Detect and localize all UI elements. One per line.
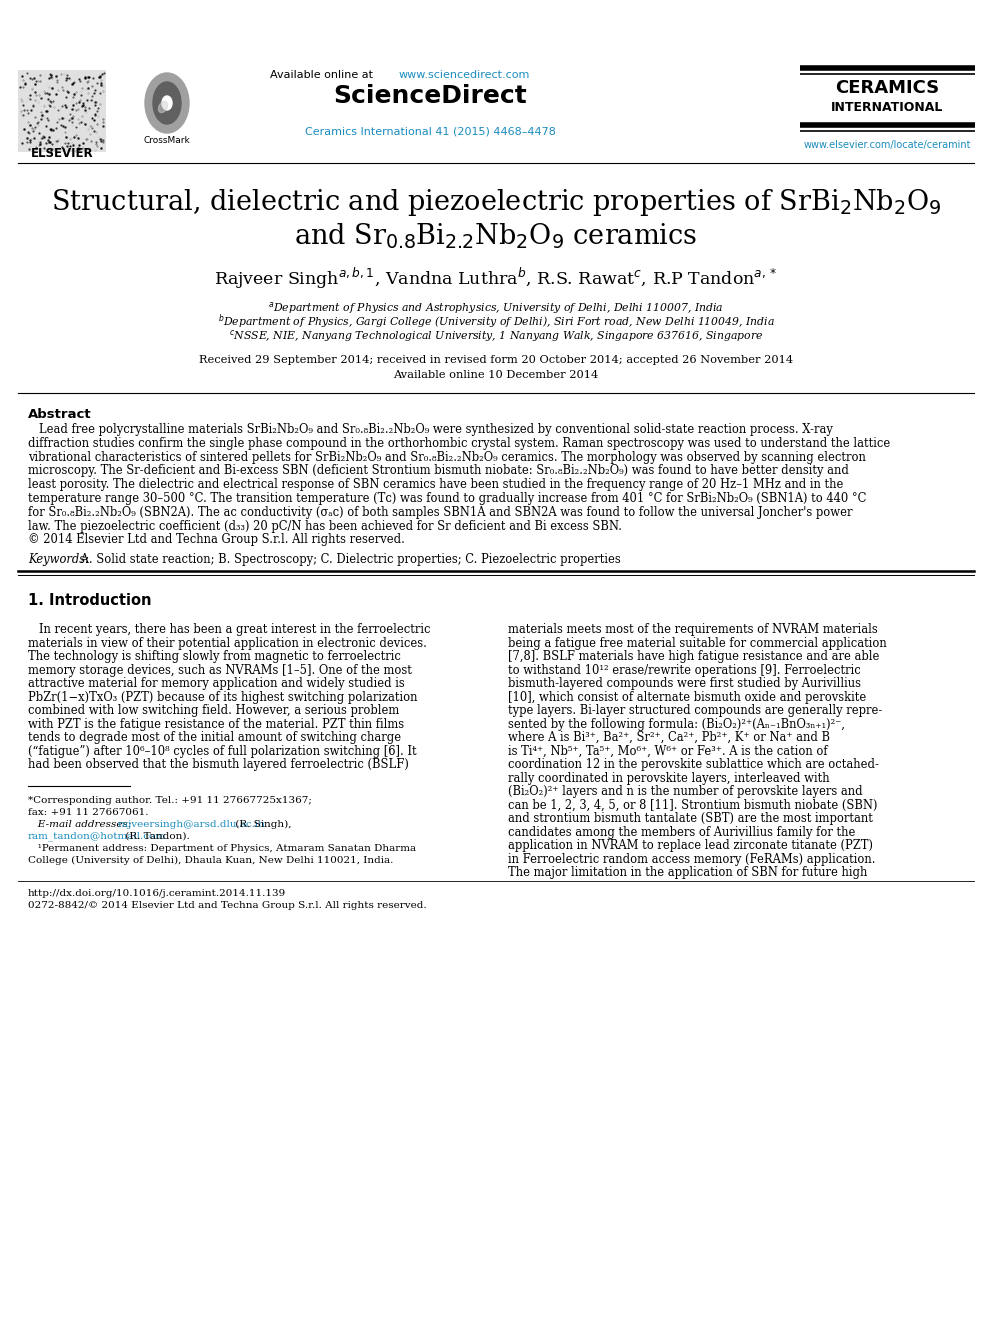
Text: to withstand 10¹² erase/rewrite operations [9]. Ferroelectric: to withstand 10¹² erase/rewrite operatio… [508, 664, 861, 676]
Text: (“fatigue”) after 10⁶–10⁸ cycles of full polarization switching [6]. It: (“fatigue”) after 10⁶–10⁸ cycles of full… [28, 745, 417, 758]
Text: vibrational characteristics of sintered pellets for SrBi₂Nb₂O₉ and Sr₀.₈Bi₂.₂Nb₂: vibrational characteristics of sintered … [28, 451, 866, 463]
Text: ScienceDirect: ScienceDirect [333, 83, 527, 108]
Text: E-mail addresses:: E-mail addresses: [28, 820, 135, 828]
Text: ELSEVIER: ELSEVIER [31, 147, 93, 160]
Text: where A is Bi³⁺, Ba²⁺, Sr²⁺, Ca²⁺, Pb²⁺, K⁺ or Na⁺ and B: where A is Bi³⁺, Ba²⁺, Sr²⁺, Ca²⁺, Pb²⁺,… [508, 732, 830, 745]
Text: Received 29 September 2014; received in revised form 20 October 2014; accepted 2: Received 29 September 2014; received in … [199, 355, 793, 365]
Text: [7,8]. BSLF materials have high fatigue resistance and are able: [7,8]. BSLF materials have high fatigue … [508, 650, 879, 663]
Text: http://dx.doi.org/10.1016/j.ceramint.2014.11.139: http://dx.doi.org/10.1016/j.ceramint.201… [28, 889, 287, 898]
Text: Structural, dielectric and piezoelectric properties of SrBi$_2$Nb$_2$O$_9$: Structural, dielectric and piezoelectric… [51, 188, 941, 218]
Text: is Ti⁴⁺, Nb⁵⁺, Ta⁵⁺, Mo⁶⁺, W⁶⁺ or Fe³⁺. A is the cation of: is Ti⁴⁺, Nb⁵⁺, Ta⁵⁺, Mo⁶⁺, W⁶⁺ or Fe³⁺. … [508, 745, 827, 758]
Text: least porosity. The dielectric and electrical response of SBN ceramics have been: least porosity. The dielectric and elect… [28, 478, 843, 491]
Text: fax: +91 11 27667061.: fax: +91 11 27667061. [28, 808, 149, 816]
Text: application in NVRAM to replace lead zirconate titanate (PZT): application in NVRAM to replace lead zir… [508, 839, 873, 852]
Text: 0272-8842/© 2014 Elsevier Ltd and Techna Group S.r.l. All rights reserved.: 0272-8842/© 2014 Elsevier Ltd and Techna… [28, 901, 427, 910]
Ellipse shape [153, 82, 181, 124]
Text: CERAMICS: CERAMICS [835, 79, 939, 97]
Text: $^b$Department of Physics, Gargi College (University of Delhi), Siri Fort road, : $^b$Department of Physics, Gargi College… [217, 312, 775, 331]
Text: The major limitation in the application of SBN for future high: The major limitation in the application … [508, 867, 867, 880]
Text: with PZT is the fatigue resistance of the material. PZT thin films: with PZT is the fatigue resistance of th… [28, 717, 404, 730]
Text: temperature range 30–500 °C. The transition temperature (Tᴄ) was found to gradua: temperature range 30–500 °C. The transit… [28, 492, 866, 505]
Text: Abstract: Abstract [28, 407, 91, 421]
Text: www.elsevier.com/locate/ceramint: www.elsevier.com/locate/ceramint [804, 140, 971, 149]
Text: © 2014 Elsevier Ltd and Techna Group S.r.l. All rights reserved.: © 2014 Elsevier Ltd and Techna Group S.r… [28, 533, 405, 546]
Text: The technology is shifting slowly from magnetic to ferroelectric: The technology is shifting slowly from m… [28, 650, 401, 663]
Text: can be 1, 2, 3, 4, 5, or 8 [11]. Strontium bismuth niobate (SBN): can be 1, 2, 3, 4, 5, or 8 [11]. Stronti… [508, 799, 878, 812]
Text: ram_tandon@hotmail.com: ram_tandon@hotmail.com [28, 832, 166, 841]
Text: (Bi₂O₂)²⁺ layers and n is the number of perovskite layers and: (Bi₂O₂)²⁺ layers and n is the number of … [508, 785, 863, 798]
Text: and strontium bismuth tantalate (SBT) are the most important: and strontium bismuth tantalate (SBT) ar… [508, 812, 873, 826]
Text: Available online 10 December 2014: Available online 10 December 2014 [394, 370, 598, 380]
Text: 1. Introduction: 1. Introduction [28, 593, 152, 609]
Text: for Sr₀.₈Bi₂.₂Nb₂O₉ (SBN2A). The ac conductivity (σₐᴄ) of both samples SBN1A and: for Sr₀.₈Bi₂.₂Nb₂O₉ (SBN2A). The ac cond… [28, 505, 852, 519]
Text: attractive material for memory application and widely studied is: attractive material for memory applicati… [28, 677, 405, 691]
Text: law. The piezoelectric coefficient (d₃₃) 20 pC/N has been achieved for Sr defici: law. The piezoelectric coefficient (d₃₃)… [28, 520, 622, 533]
Text: type layers. Bi-layer structured compounds are generally repre-: type layers. Bi-layer structured compoun… [508, 704, 882, 717]
Text: In recent years, there has been a great interest in the ferroelectric: In recent years, there has been a great … [28, 623, 431, 636]
Text: combined with low switching field. However, a serious problem: combined with low switching field. Howev… [28, 704, 399, 717]
Text: being a fatigue free material suitable for commercial application: being a fatigue free material suitable f… [508, 636, 887, 650]
Text: Available online at: Available online at [270, 70, 377, 79]
Text: had been observed that the bismuth layered ferroelectric (BSLF): had been observed that the bismuth layer… [28, 758, 409, 771]
Text: Ceramics International 41 (2015) 4468–4478: Ceramics International 41 (2015) 4468–44… [305, 127, 556, 138]
Text: www.sciencedirect.com: www.sciencedirect.com [399, 70, 531, 79]
Text: [10], which consist of alternate bismuth oxide and perovskite: [10], which consist of alternate bismuth… [508, 691, 866, 704]
Text: PbZr(1−x)TxO₃ (PZT) because of its highest switching polarization: PbZr(1−x)TxO₃ (PZT) because of its highe… [28, 691, 418, 704]
Text: (R. Tandon).: (R. Tandon). [121, 832, 189, 840]
Text: Lead free polycrystalline materials SrBi₂Nb₂O₉ and Sr₀.₈Bi₂.₂Nb₂O₉ were synthesi: Lead free polycrystalline materials SrBi… [28, 423, 833, 437]
Text: College (University of Delhi), Dhaula Kuan, New Delhi 110021, India.: College (University of Delhi), Dhaula Ku… [28, 856, 394, 865]
Text: $^c$NSSE, NIE, Nanyang Technological University, 1 Nanyang Walk, Singapore 63761: $^c$NSSE, NIE, Nanyang Technological Uni… [229, 328, 763, 344]
Text: in Ferroelectric random access memory (FeRAMs) application.: in Ferroelectric random access memory (F… [508, 853, 876, 865]
Ellipse shape [145, 73, 189, 134]
Text: CrossMark: CrossMark [144, 136, 190, 146]
Text: Keywords:: Keywords: [28, 553, 89, 566]
Ellipse shape [159, 102, 168, 112]
Text: candidates among the members of Aurivillius family for the: candidates among the members of Aurivill… [508, 826, 855, 839]
Text: bismuth-layered compounds were first studied by Aurivillius: bismuth-layered compounds were first stu… [508, 677, 861, 691]
Bar [18, 70, 106, 152]
Text: *Corresponding author. Tel.: +91 11 27667725x1367;: *Corresponding author. Tel.: +91 11 2766… [28, 795, 311, 804]
Text: rajveersingh@arsd.dlu.ac.in: rajveersingh@arsd.dlu.ac.in [117, 820, 265, 828]
Text: materials meets most of the requirements of NVRAM materials: materials meets most of the requirements… [508, 623, 878, 636]
Text: Rajveer Singh$^{a,b,1}$, Vandna Luthra$^b$, R.S. Rawat$^c$, R.P Tandon$^{a,*}$: Rajveer Singh$^{a,b,1}$, Vandna Luthra$^… [214, 266, 778, 291]
Text: $^a$Department of Physics and Astrophysics, University of Delhi, Delhi 110007, I: $^a$Department of Physics and Astrophysi… [268, 300, 724, 316]
Text: and Sr$_{0.8}$Bi$_{2.2}$Nb$_2$O$_9$ ceramics: and Sr$_{0.8}$Bi$_{2.2}$Nb$_2$O$_9$ cera… [295, 221, 697, 251]
Text: memory storage devices, such as NVRAMs [1–5]. One of the most: memory storage devices, such as NVRAMs [… [28, 664, 412, 676]
Text: rally coordinated in perovskite layers, interleaved with: rally coordinated in perovskite layers, … [508, 771, 829, 785]
Text: microscopy. The Sr-deficient and Bi-excess SBN (deficient Strontium bismuth niob: microscopy. The Sr-deficient and Bi-exce… [28, 464, 849, 478]
Text: tends to degrade most of the initial amount of switching charge: tends to degrade most of the initial amo… [28, 732, 401, 745]
Text: materials in view of their potential application in electronic devices.: materials in view of their potential app… [28, 636, 427, 650]
Text: diffraction studies confirm the single phase compound in the orthorhombic crysta: diffraction studies confirm the single p… [28, 437, 890, 450]
Text: sented by the following formula: (Bi₂O₂)²⁺(Aₙ₋₁BnO₃ₙ₊₁)²⁻,: sented by the following formula: (Bi₂O₂)… [508, 717, 845, 730]
Text: ¹Permanent address: Department of Physics, Atmaram Sanatan Dharma: ¹Permanent address: Department of Physic… [28, 844, 416, 853]
Text: (R. Singh),: (R. Singh), [232, 820, 292, 828]
Text: INTERNATIONAL: INTERNATIONAL [831, 101, 943, 114]
Text: A. Solid state reaction; B. Spectroscopy; C. Dielectric properties; C. Piezoelec: A. Solid state reaction; B. Spectroscopy… [77, 553, 621, 566]
Ellipse shape [162, 97, 172, 110]
Text: coordination 12 in the perovskite sublattice which are octahed-: coordination 12 in the perovskite sublat… [508, 758, 879, 771]
